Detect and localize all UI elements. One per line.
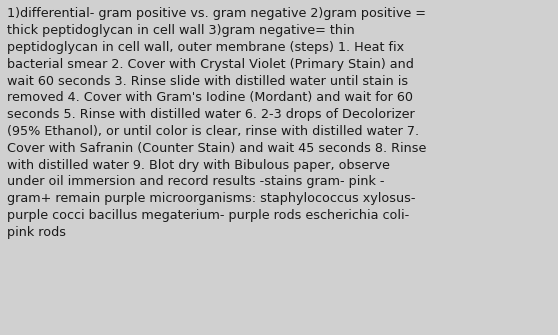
Text: 1)differential- gram positive vs. gram negative 2)gram positive =
thick peptidog: 1)differential- gram positive vs. gram n… bbox=[7, 7, 426, 239]
